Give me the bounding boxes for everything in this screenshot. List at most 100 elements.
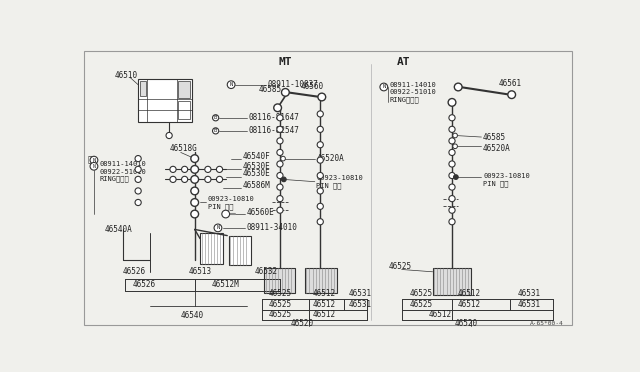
Circle shape: [274, 104, 282, 112]
Text: 46531: 46531: [349, 289, 372, 298]
Circle shape: [317, 126, 323, 132]
Circle shape: [227, 81, 235, 89]
Text: PIN ピン: PIN ピン: [208, 203, 234, 210]
Circle shape: [452, 133, 458, 138]
Text: 46540F: 46540F: [243, 152, 271, 161]
Circle shape: [317, 173, 323, 179]
Circle shape: [216, 166, 223, 173]
FancyBboxPatch shape: [433, 268, 472, 295]
Text: 46512: 46512: [458, 289, 481, 298]
FancyBboxPatch shape: [140, 81, 146, 96]
Text: 46512: 46512: [312, 299, 335, 309]
Circle shape: [449, 150, 455, 155]
Circle shape: [277, 207, 283, 213]
Circle shape: [277, 126, 283, 132]
Circle shape: [449, 138, 455, 144]
Text: 08116-82547: 08116-82547: [248, 126, 299, 135]
Circle shape: [277, 161, 283, 167]
Circle shape: [216, 176, 223, 183]
Text: 08911-14010: 08911-14010: [390, 82, 436, 88]
Text: 46531: 46531: [518, 299, 541, 309]
Circle shape: [449, 173, 455, 179]
Circle shape: [191, 176, 198, 183]
Circle shape: [212, 115, 219, 121]
Circle shape: [90, 163, 98, 170]
Circle shape: [449, 219, 455, 225]
Circle shape: [449, 196, 455, 202]
Text: 46510: 46510: [115, 71, 138, 80]
Text: 46525: 46525: [269, 299, 292, 309]
Text: 46586M: 46586M: [243, 181, 271, 190]
Text: 46520A: 46520A: [316, 154, 344, 163]
Text: 46512: 46512: [312, 310, 335, 319]
Circle shape: [317, 111, 323, 117]
Circle shape: [449, 184, 455, 190]
Circle shape: [212, 128, 219, 134]
Text: ①: ①: [88, 155, 92, 165]
Circle shape: [205, 166, 211, 173]
Circle shape: [191, 187, 198, 195]
Circle shape: [191, 155, 198, 163]
Circle shape: [277, 138, 283, 144]
Text: 46512: 46512: [458, 299, 481, 309]
Circle shape: [317, 219, 323, 225]
Circle shape: [90, 156, 98, 164]
Text: 46530E: 46530E: [243, 170, 271, 179]
Circle shape: [191, 199, 198, 206]
Text: 00922-51010: 00922-51010: [99, 169, 146, 175]
Circle shape: [317, 157, 323, 163]
Circle shape: [380, 83, 388, 91]
Circle shape: [317, 203, 323, 209]
FancyBboxPatch shape: [179, 101, 190, 119]
Text: N: N: [92, 158, 95, 163]
Circle shape: [222, 210, 230, 218]
Text: 46540A: 46540A: [105, 225, 132, 234]
Circle shape: [182, 176, 188, 183]
Text: AT: AT: [397, 57, 411, 67]
FancyBboxPatch shape: [200, 233, 223, 264]
Circle shape: [277, 184, 283, 190]
Text: 46513: 46513: [189, 267, 212, 276]
Circle shape: [170, 166, 176, 173]
Circle shape: [277, 173, 283, 179]
Text: 46525: 46525: [410, 289, 433, 298]
Text: N: N: [216, 225, 220, 230]
Text: 46520: 46520: [454, 319, 477, 328]
Text: 46512: 46512: [429, 310, 452, 319]
Text: 46520A: 46520A: [483, 144, 511, 153]
Text: 00922-51010: 00922-51010: [390, 89, 436, 95]
Circle shape: [182, 166, 188, 173]
Text: 46525: 46525: [388, 262, 412, 271]
Text: A·65*00·4: A·65*00·4: [529, 321, 563, 326]
Text: 00923-10810: 00923-10810: [208, 196, 255, 202]
FancyBboxPatch shape: [179, 81, 190, 98]
Circle shape: [135, 188, 141, 194]
Circle shape: [135, 155, 141, 162]
Circle shape: [449, 126, 455, 132]
Circle shape: [277, 196, 283, 202]
FancyBboxPatch shape: [264, 268, 296, 293]
Circle shape: [454, 175, 458, 179]
Text: 46560: 46560: [301, 83, 324, 92]
Circle shape: [281, 156, 285, 161]
FancyBboxPatch shape: [305, 268, 337, 293]
Circle shape: [135, 166, 141, 173]
Circle shape: [508, 91, 516, 99]
Circle shape: [191, 166, 198, 173]
Circle shape: [277, 115, 283, 121]
Circle shape: [205, 176, 211, 183]
Text: PIN ピン: PIN ピン: [316, 182, 342, 189]
Text: B: B: [214, 115, 217, 120]
Circle shape: [449, 115, 455, 121]
Circle shape: [317, 188, 323, 194]
Text: 46532: 46532: [254, 267, 278, 276]
Circle shape: [452, 144, 458, 148]
Circle shape: [317, 142, 323, 148]
FancyBboxPatch shape: [229, 235, 250, 265]
Text: 46531: 46531: [518, 289, 541, 298]
Text: 46525: 46525: [269, 289, 292, 298]
Circle shape: [454, 83, 462, 91]
Text: 46525: 46525: [269, 310, 292, 319]
Text: 46512M: 46512M: [212, 280, 239, 289]
Text: 00923-10810: 00923-10810: [483, 173, 530, 179]
